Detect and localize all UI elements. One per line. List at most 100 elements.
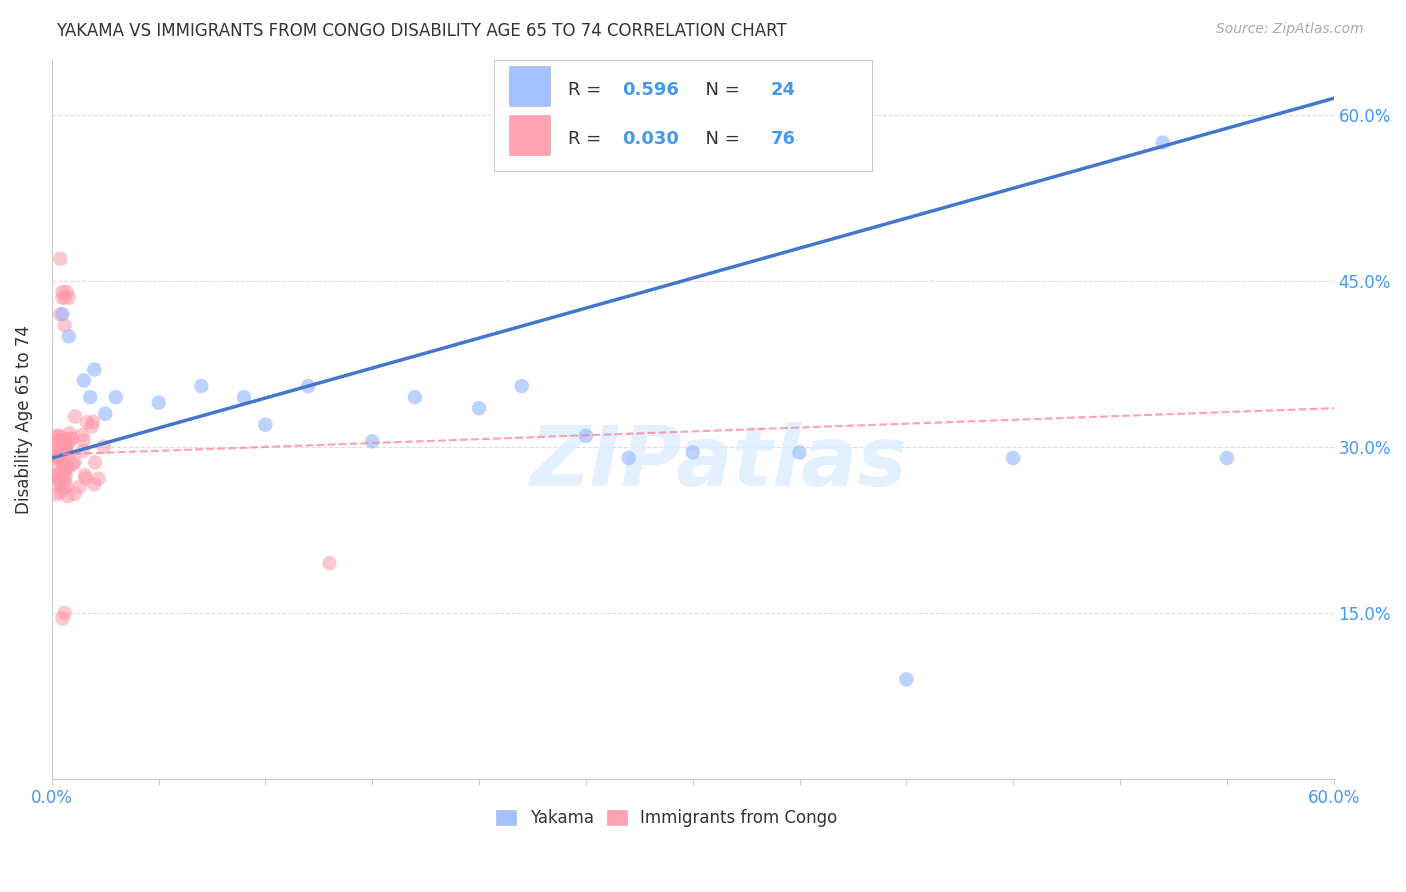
Point [49, 307, 72, 321]
Point [148, 395, 170, 409]
Point [55, 469, 77, 483]
Point [361, 434, 384, 449]
Point [233, 390, 256, 404]
FancyBboxPatch shape [494, 60, 872, 171]
Point [52, 434, 75, 448]
Text: YAKAMA VS IMMIGRANTS FROM CONGO DISABILITY AGE 65 TO 74 CORRELATION CHART: YAKAMA VS IMMIGRANTS FROM CONGO DISABILI… [56, 22, 787, 40]
Point [49, 252, 72, 266]
Point [617, 450, 640, 465]
Point [45, 468, 67, 483]
Point [63, 455, 86, 469]
Point [104, 390, 127, 404]
Point [60, 432, 83, 446]
Point [51, 291, 73, 305]
Text: 0.030: 0.030 [623, 129, 679, 148]
Y-axis label: Disability Age 65 to 74: Disability Age 65 to 74 [15, 325, 32, 514]
Point [53, 318, 76, 333]
Point [53, 606, 76, 620]
Text: Source: ZipAtlas.com: Source: ZipAtlas.com [1216, 22, 1364, 37]
Point [53, 458, 76, 473]
Point [46, 450, 69, 464]
Point [52, 433, 75, 447]
Text: R =: R = [568, 129, 607, 148]
Point [297, 379, 319, 393]
Point [94, 407, 117, 421]
Point [682, 445, 704, 459]
Point [82, 415, 104, 429]
Point [55, 285, 77, 299]
Text: 76: 76 [770, 129, 796, 148]
Point [48, 475, 70, 490]
Text: 0.596: 0.596 [623, 81, 679, 99]
Point [83, 477, 105, 491]
Point [55, 458, 77, 473]
Point [48, 456, 70, 470]
Point [1152, 136, 1174, 150]
Point [87, 472, 110, 486]
Point [49, 485, 72, 500]
Point [62, 457, 84, 471]
Point [76, 415, 98, 429]
Point [404, 390, 426, 404]
Point [45, 487, 67, 501]
Point [63, 409, 86, 424]
Point [53, 462, 76, 476]
Point [49, 430, 72, 444]
Point [1002, 450, 1025, 465]
Point [44, 449, 66, 463]
Point [79, 390, 101, 404]
Point [318, 556, 340, 570]
Bar [509, 115, 550, 155]
Point [55, 480, 77, 494]
Point [73, 374, 96, 388]
Point [46, 434, 69, 448]
Point [56, 489, 79, 503]
Point [69, 480, 91, 494]
Point [58, 432, 80, 446]
Legend: Yakama, Immigrants from Congo: Yakama, Immigrants from Congo [488, 801, 846, 835]
Point [44, 467, 66, 482]
Point [190, 379, 212, 393]
Point [45, 469, 67, 483]
Point [73, 468, 96, 483]
Point [52, 482, 75, 496]
Point [44, 430, 66, 444]
Point [63, 487, 86, 501]
Point [70, 428, 93, 442]
Point [59, 426, 82, 441]
Point [254, 417, 277, 432]
Point [80, 419, 103, 434]
Point [53, 291, 76, 305]
Point [55, 439, 77, 453]
Point [60, 432, 83, 446]
Point [75, 471, 97, 485]
Point [72, 444, 94, 458]
Point [510, 379, 533, 393]
Text: 24: 24 [770, 81, 796, 99]
Point [1216, 450, 1239, 465]
Point [93, 440, 115, 454]
Text: ZIPatlas: ZIPatlas [530, 422, 907, 503]
Point [53, 467, 76, 482]
Point [83, 362, 105, 376]
Point [49, 439, 72, 453]
Point [58, 449, 80, 463]
Point [84, 455, 107, 469]
Point [51, 611, 73, 625]
Point [51, 307, 73, 321]
Point [58, 460, 80, 475]
Point [51, 285, 73, 299]
Point [468, 401, 491, 416]
Point [51, 457, 73, 471]
Point [45, 450, 67, 464]
Point [575, 429, 598, 443]
Point [72, 434, 94, 448]
Text: R =: R = [568, 81, 607, 99]
Text: N =: N = [695, 81, 745, 99]
Point [48, 473, 70, 487]
Point [896, 673, 918, 687]
Point [49, 442, 72, 456]
Point [53, 475, 76, 489]
Point [58, 291, 80, 305]
Point [55, 444, 77, 458]
